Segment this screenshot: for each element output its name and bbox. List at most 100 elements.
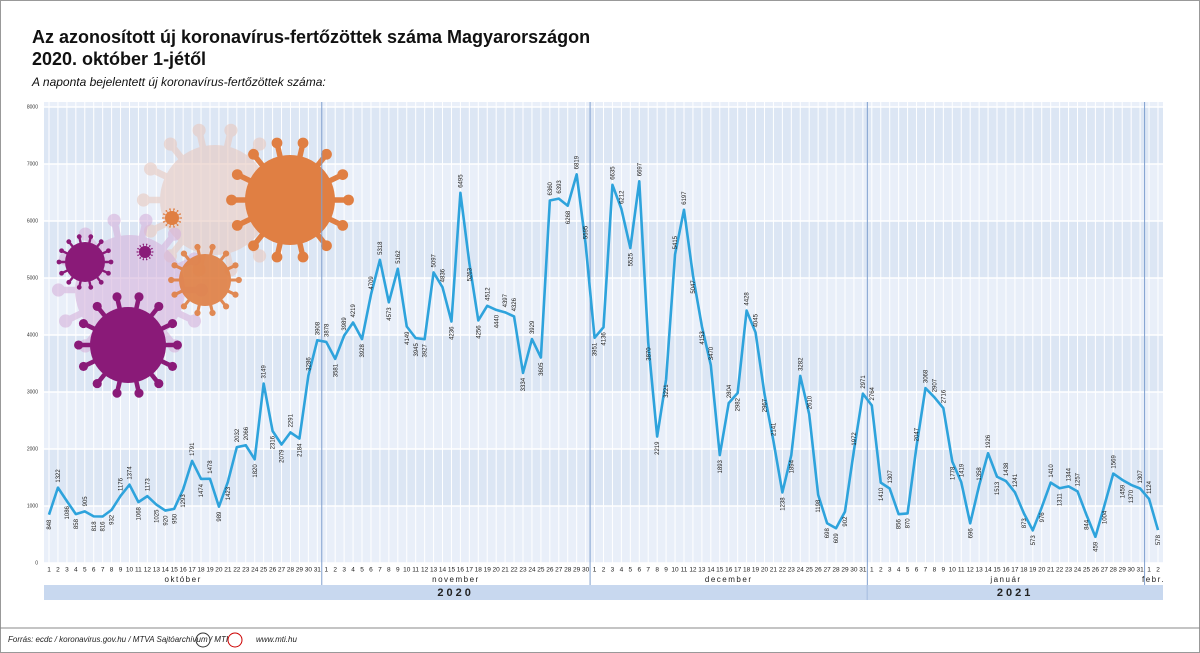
virus-illustration xyxy=(56,234,114,290)
x-tick-label: 3 xyxy=(888,567,892,574)
x-tick-label: 5 xyxy=(360,567,364,574)
value-label: 1241 xyxy=(1013,473,1019,487)
x-tick-label: 20 xyxy=(493,567,501,574)
virus-spike-tip xyxy=(321,148,332,160)
value-label: 976 xyxy=(1040,512,1046,523)
value-label: 1086 xyxy=(65,505,71,519)
x-tick-label: 16 xyxy=(180,567,188,574)
x-tick-label: 18 xyxy=(1020,567,1028,574)
x-tick-label: 21 xyxy=(224,567,232,574)
value-label: 4045 xyxy=(754,313,760,327)
virus-spike-tip xyxy=(167,361,178,371)
virus-spike-tip xyxy=(252,249,267,263)
value-label: 1972 xyxy=(852,432,858,446)
value-label: 873 xyxy=(1022,518,1028,529)
x-tick-label: 3 xyxy=(342,567,346,574)
value-label: 856 xyxy=(897,519,903,530)
virus-spike-tip xyxy=(297,251,309,263)
x-tick-label: 6 xyxy=(369,567,373,574)
virus-spike-tip xyxy=(66,279,72,285)
value-label: 3989 xyxy=(342,317,348,331)
value-label: 1423 xyxy=(226,486,232,500)
virus-spike-tip xyxy=(343,194,354,206)
value-label: 1513 xyxy=(995,481,1001,495)
x-tick-label: 25 xyxy=(1083,567,1091,574)
x-tick-label: 28 xyxy=(564,567,572,574)
value-label: 1459 xyxy=(1120,484,1126,498)
x-tick-label: 30 xyxy=(850,567,858,574)
virus-spike-tip xyxy=(171,291,178,298)
x-tick-label: 13 xyxy=(976,567,984,574)
x-tick-label: 20 xyxy=(215,567,223,574)
virus-spike-tip xyxy=(176,210,179,212)
value-label: 6819 xyxy=(575,155,581,169)
value-label: 3470 xyxy=(709,346,715,360)
virus-spike-tip xyxy=(92,301,102,311)
x-tick-label: 8 xyxy=(655,567,659,574)
virus-spike-tip xyxy=(231,219,243,231)
value-label: 1311 xyxy=(1058,493,1064,507)
value-label: 2079 xyxy=(280,449,286,463)
virus-spike-tip xyxy=(106,270,111,276)
x-tick-label: 31 xyxy=(314,567,322,574)
x-tick-label: 7 xyxy=(646,567,650,574)
value-label: 1322 xyxy=(56,469,62,483)
virus-spike-tip xyxy=(194,309,201,317)
value-label: 1068 xyxy=(137,506,143,520)
x-tick-label: 19 xyxy=(206,567,214,574)
virus-spike-tip xyxy=(187,314,202,328)
virus-spike-tip xyxy=(169,208,171,210)
virus-spike-tip xyxy=(98,279,104,285)
value-label: 2971 xyxy=(861,375,867,389)
x-tick-label: 16 xyxy=(725,567,733,574)
x-tick-label: 23 xyxy=(1065,567,1073,574)
value-label: 1893 xyxy=(718,459,724,473)
value-label: 1410 xyxy=(1049,464,1055,478)
value-label: 6212 xyxy=(619,190,625,204)
value-label: 3951 xyxy=(593,342,599,356)
value-label: 1358 xyxy=(977,467,983,481)
value-label: 2141 xyxy=(772,422,778,436)
x-tick-label: 2 xyxy=(56,567,60,574)
value-label: 2907 xyxy=(932,378,938,392)
x-tick-label: 9 xyxy=(942,567,946,574)
value-label: 1820 xyxy=(253,464,259,478)
x-tick-label: 23 xyxy=(788,567,796,574)
x-tick-label: 1 xyxy=(870,567,874,574)
virus-spike-tip xyxy=(74,340,84,350)
value-label: 848 xyxy=(47,519,53,530)
x-tick-label: 17 xyxy=(188,567,196,574)
virus-spike-tip xyxy=(167,227,182,241)
x-tick-label: 7 xyxy=(924,567,928,574)
plot-area: 0 1000 2000 3000 4000 5000 6000 7000 8000 október… xyxy=(27,102,1164,600)
value-label: 5318 xyxy=(378,241,384,255)
x-tick-label: 26 xyxy=(1092,567,1100,574)
value-label: 4256 xyxy=(476,325,482,339)
virus-spike-tip xyxy=(248,148,259,160)
year-band xyxy=(44,585,868,600)
value-label: 2219 xyxy=(655,441,661,455)
x-tick-label: 8 xyxy=(387,567,391,574)
value-label: 1569 xyxy=(1111,455,1117,469)
virus-spike-tip xyxy=(151,247,153,250)
y-tick-label: 4000 xyxy=(27,332,38,338)
value-label: 1238 xyxy=(780,497,786,511)
x-tick-label: 9 xyxy=(396,567,400,574)
value-label: 2764 xyxy=(870,386,876,400)
value-label: 1307 xyxy=(888,469,894,483)
x-tick-label: 27 xyxy=(1101,567,1109,574)
virus-spike-tip xyxy=(248,240,259,252)
virus-spike-tip xyxy=(209,243,216,251)
x-tick-label: 9 xyxy=(119,567,123,574)
value-label: 1894 xyxy=(789,459,795,473)
y-tick-label: 2000 xyxy=(27,446,38,452)
virus-spike-tip xyxy=(180,250,188,257)
x-tick-label: 8 xyxy=(110,567,114,574)
value-label: 932 xyxy=(110,514,116,525)
value-label: 902 xyxy=(843,516,849,527)
virus-spike-tip xyxy=(58,314,73,328)
x-tick-label: 29 xyxy=(573,567,581,574)
value-label: 696 xyxy=(968,528,974,539)
x-tick-label: 16 xyxy=(1002,567,1010,574)
x-tick-label: 12 xyxy=(421,567,429,574)
